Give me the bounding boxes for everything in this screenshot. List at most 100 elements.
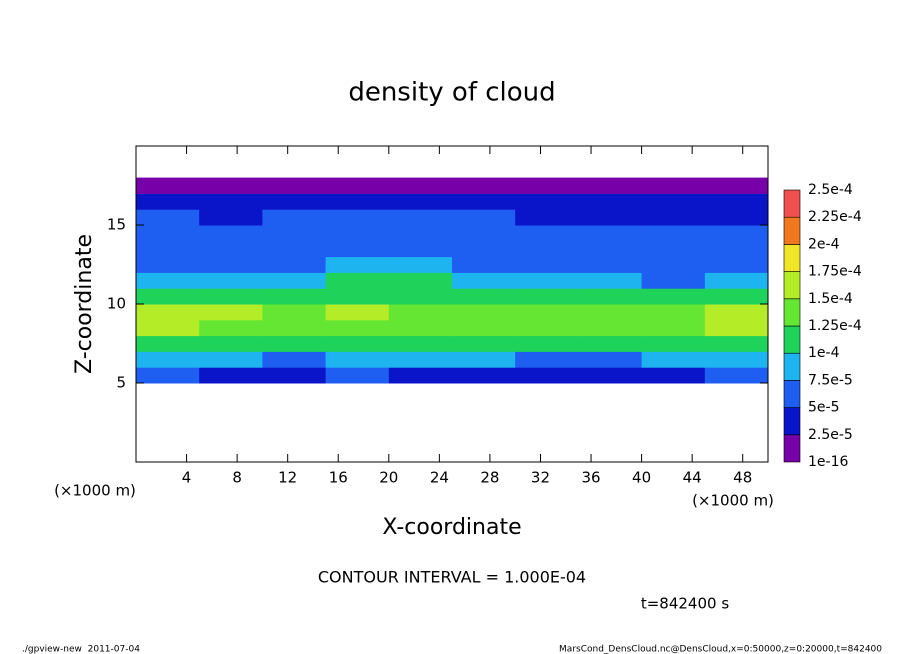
x-tick-label: 40 (632, 469, 651, 487)
heat-cell (578, 319, 643, 337)
heat-cell (578, 367, 643, 384)
heat-cell (325, 256, 390, 273)
x-axis-label: X-coordinate (382, 515, 521, 540)
heat-cell (199, 367, 263, 384)
colorbar-label: 2.5e-5 (808, 427, 853, 443)
heat-cell (136, 225, 200, 242)
heat-cell (325, 177, 390, 194)
contour-note: CONTOUR INTERVAL = 1.000E-04 (318, 568, 586, 587)
heat-cell (704, 209, 769, 226)
colorbar-band (783, 325, 801, 354)
y-tick-label: 5 (116, 374, 126, 392)
x-tick-label: 24 (430, 469, 449, 487)
heat-cell (578, 177, 643, 194)
heat-cell (262, 351, 327, 368)
heat-cell (515, 351, 579, 368)
heat-cell (641, 209, 706, 226)
colorbar-band (783, 244, 801, 272)
heat-cell (325, 209, 390, 226)
heat-cell (578, 225, 643, 242)
heat-cell (325, 272, 390, 289)
x-tick-label: 36 (581, 469, 600, 487)
heat-cell (136, 288, 200, 305)
heat-cell (325, 193, 390, 210)
colorbar-band (783, 216, 801, 245)
heat-cell (199, 225, 263, 242)
heat-cell (325, 240, 390, 258)
y-axis-label: Z-coordinate (72, 234, 97, 374)
heat-cell (325, 304, 390, 321)
heat-cell (452, 367, 516, 384)
heat-cell (262, 367, 327, 384)
heat-cell (325, 351, 390, 368)
heat-cell (452, 256, 516, 273)
heat-cell (199, 193, 263, 210)
heat-cell (452, 272, 516, 289)
heat-cell (262, 209, 327, 226)
heat-cell (388, 240, 453, 258)
heat-cell (515, 319, 579, 337)
heat-cell (515, 272, 579, 289)
heat-cell (388, 288, 453, 305)
heat-cell (262, 304, 327, 321)
colorbar-label: 1.5e-4 (808, 291, 853, 307)
heat-cell (641, 351, 706, 368)
heat-cell (136, 367, 200, 384)
heat-cell (262, 319, 327, 337)
colorbar-label: 1.75e-4 (808, 264, 862, 280)
heat-cell (452, 225, 516, 242)
chart-title: density of cloud (348, 78, 555, 108)
heat-cell (136, 319, 200, 337)
heat-cell (388, 209, 453, 226)
colorbar-label: 5e-5 (808, 400, 839, 416)
y-tick-label: 15 (107, 216, 126, 234)
heat-cell (515, 335, 579, 352)
heat-cell (452, 177, 516, 194)
heat-cell (325, 335, 390, 352)
heat-cell (515, 240, 579, 258)
heat-cell (641, 335, 706, 352)
heat-cell (641, 319, 706, 337)
heat-cell (388, 304, 453, 321)
heat-cell (578, 351, 643, 368)
heat-cell (515, 225, 579, 242)
x-tick-label: 32 (531, 469, 550, 487)
colorbar-band (783, 380, 801, 408)
heat-cell (641, 225, 706, 242)
heat-cell (136, 335, 200, 352)
colorbar-band (783, 271, 801, 300)
heat-cell (388, 256, 453, 273)
heat-cell (388, 335, 453, 352)
heat-cell (578, 272, 643, 289)
heat-cell (388, 177, 453, 194)
heat-cell (199, 351, 263, 368)
heat-cell (515, 193, 579, 210)
heat-cell (199, 256, 263, 273)
heat-cell (136, 209, 200, 226)
heat-cell (199, 335, 263, 352)
heat-cell (136, 351, 200, 368)
heat-cell (325, 288, 390, 305)
heat-cell (641, 177, 706, 194)
footer-left: ./gpview-new 2011-07-04 (22, 645, 140, 654)
heat-cell (199, 240, 263, 258)
heat-cell (578, 209, 643, 226)
heat-cell (262, 177, 327, 194)
x-tick-label: 16 (329, 469, 348, 487)
heat-cell (388, 319, 453, 337)
heat-cell (452, 304, 516, 321)
heat-cell (388, 367, 453, 384)
colorbar-label: 7.5e-5 (808, 372, 853, 388)
heat-cell (199, 177, 263, 194)
heat-cell (515, 304, 579, 321)
heat-cell (704, 304, 769, 321)
heat-cell (704, 288, 769, 305)
heat-cell (704, 351, 769, 368)
x-tick-label: 20 (379, 469, 398, 487)
heat-cell (515, 256, 579, 273)
heat-cell (262, 288, 327, 305)
heat-cell (262, 272, 327, 289)
heat-cell (262, 240, 327, 258)
